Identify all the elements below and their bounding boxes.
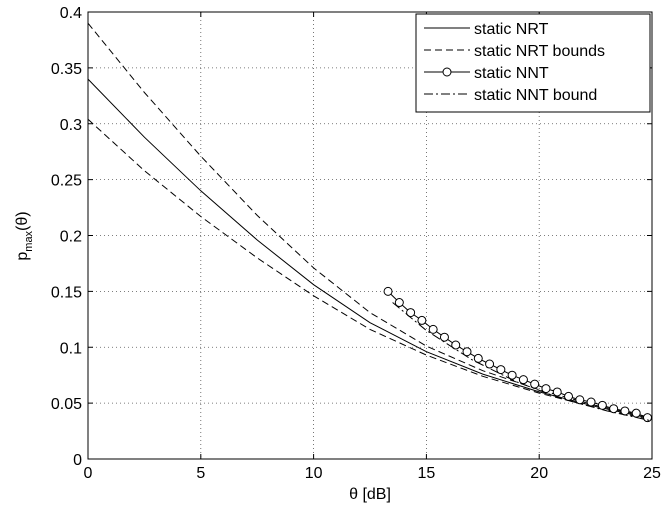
x-tick-label: 5 <box>196 465 205 482</box>
y-tick-label: 0.4 <box>60 5 82 22</box>
series-point <box>631 408 641 418</box>
y-axis-label: pmax(θ) <box>14 211 35 260</box>
x-tick-label: 25 <box>643 465 661 482</box>
series-line-2 <box>87 118 653 421</box>
legend: static NRT static NRT bounds static NNT sta… <box>415 13 651 113</box>
series-point <box>530 379 540 389</box>
legend-label: static NNT <box>474 65 549 82</box>
y-tick-label: 0.2 <box>60 229 82 246</box>
y-tick-label: 0 <box>73 452 82 469</box>
series-point <box>620 406 630 416</box>
series-point <box>586 397 596 407</box>
series-point <box>609 404 619 414</box>
x-tick-label: 0 <box>84 465 93 482</box>
x-tick-label: 20 <box>530 465 548 482</box>
legend-box <box>415 13 651 113</box>
series-point <box>541 384 551 394</box>
series-line-4 <box>392 302 653 422</box>
series-point <box>496 365 506 375</box>
legend-label: static NNT bound <box>474 87 597 104</box>
series-point <box>439 332 449 342</box>
y-tick-label: 0.05 <box>51 396 82 413</box>
series-point <box>451 340 461 350</box>
series-point <box>575 395 585 405</box>
y-tick-label: 0.3 <box>60 117 82 134</box>
y-tick-label: 0.15 <box>51 284 82 301</box>
y-axis-label-base: p <box>14 252 31 261</box>
series-point <box>485 359 495 369</box>
x-tick-label: 10 <box>305 465 323 482</box>
legend-label: static NRT <box>474 21 549 38</box>
y-tick-label: 0.35 <box>51 61 82 78</box>
series-point <box>406 308 416 318</box>
series-point <box>564 391 574 401</box>
legend-label: static NRT bounds <box>474 43 605 60</box>
series-layer <box>87 22 653 423</box>
series-point <box>394 298 404 308</box>
series-point <box>552 387 562 397</box>
x-axis-label: θ [dB] <box>349 486 391 503</box>
legend-marker <box>442 67 452 77</box>
series-point <box>383 286 393 296</box>
series-point <box>473 353 483 363</box>
series-point <box>642 413 652 423</box>
y-axis-label-sub: max <box>23 230 35 251</box>
y-axis-label-arg: (θ) <box>14 211 31 231</box>
series-point <box>597 400 607 410</box>
y-tick-label: 0.25 <box>51 173 82 190</box>
tick-labels: 0 5 10 15 20 25 0 0.05 0.1 0.15 0.2 0.25 0.3 0.35 0.4 <box>51 5 661 482</box>
svg-text:pmax(θ): pmax(θ) <box>14 211 35 260</box>
series-point <box>462 347 472 357</box>
x-tick-label: 15 <box>418 465 436 482</box>
series-point <box>428 324 438 334</box>
series-point <box>518 375 528 385</box>
series-point <box>417 315 427 325</box>
grid <box>88 12 652 459</box>
y-tick-label: 0.1 <box>60 340 82 357</box>
